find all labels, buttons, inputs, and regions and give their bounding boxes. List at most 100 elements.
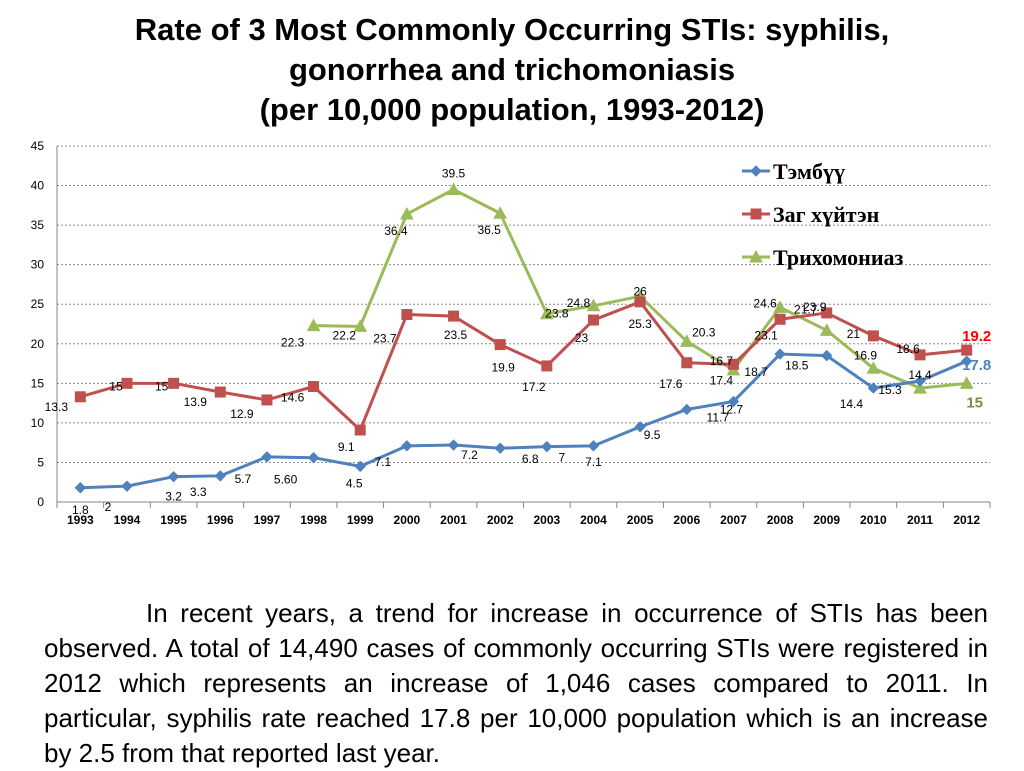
- x-tick-label: 2008: [767, 513, 794, 527]
- trichomoniasis-point: [539, 306, 554, 320]
- legend-marker: [750, 208, 762, 220]
- y-tick-label: 45: [31, 139, 45, 153]
- trichomoniasis-point: [913, 381, 927, 394]
- gonorrhea-point: [961, 344, 973, 356]
- syphilis-data-label: 15.3: [878, 383, 902, 397]
- y-tick-label: 5: [37, 455, 44, 469]
- x-tick-label: 1996: [207, 513, 234, 527]
- x-tick-label: 2010: [860, 513, 887, 527]
- trichomoniasis-data-label: 22.2: [333, 328, 357, 342]
- gonorrhea-point: [74, 391, 86, 403]
- syphilis-point: [447, 439, 460, 451]
- trichomoniasis-data-label: 22.3: [281, 336, 305, 350]
- syphilis-point: [494, 442, 506, 454]
- gonorrhea-data-label: 17.6: [659, 377, 683, 391]
- x-tick-label: 2009: [813, 513, 840, 527]
- syphilis-data-label: 18.5: [785, 359, 809, 373]
- trichomoniasis-point: [959, 376, 974, 389]
- gonorrhea-point: [168, 377, 180, 389]
- syphilis-data-label: 11.7: [707, 410, 730, 424]
- gonorrhea-point: [681, 357, 693, 369]
- legend-label: Трихомониаз: [773, 245, 904, 270]
- gonorrhea-data-label: 23.1: [754, 328, 778, 342]
- trichomoniasis-point: [866, 361, 881, 374]
- x-tick-label: 1998: [300, 513, 327, 527]
- syphilis-point: [74, 482, 87, 494]
- syphilis-data-label: 5.7: [235, 472, 252, 486]
- gonorrhea-point: [214, 386, 226, 398]
- trichomoniasis-point: [446, 182, 461, 196]
- syphilis-data-label: 7.1: [585, 455, 602, 469]
- legend: Тэмбүү Заг хүйтэн Трихомониаз: [742, 159, 904, 270]
- trichomoniasis-point: [353, 319, 368, 332]
- syphilis-point: [401, 440, 413, 452]
- gonorrhea-data-label: 18.6: [896, 342, 920, 356]
- y-tick-label: 40: [31, 179, 45, 193]
- y-tick-label: 25: [31, 297, 45, 311]
- y-tick-label: 30: [31, 258, 45, 272]
- trichomoniasis-point: [679, 334, 694, 347]
- x-tick-label: 2001: [440, 513, 467, 527]
- trichomoniasis-data-label: 24.6: [753, 296, 777, 310]
- trichomoniasis-data-label: 26: [633, 284, 647, 298]
- trichomoniasis-data-label: 14.4: [908, 368, 932, 382]
- gonorrhea-data-label-2012: 19.2: [962, 328, 991, 345]
- legend-item: Заг хүйтэн: [742, 202, 880, 227]
- chart-title-line-1: Rate of 3 Most Commonly Occurring STIs: …: [134, 12, 890, 47]
- gonorrhea-data-label: 13.9: [184, 395, 208, 409]
- gonorrhea-data-label: 23.7: [373, 332, 397, 346]
- x-tick-label: 1993: [67, 513, 94, 527]
- x-tick-label: 2004: [580, 513, 607, 527]
- gonorrhea-point: [261, 394, 273, 406]
- syphilis-data-label: 9.5: [644, 428, 661, 442]
- legend-item: Трихомониаз: [742, 245, 904, 270]
- gonorrhea-data-label: 21: [847, 327, 861, 341]
- summary-paragraph: In recent years, a trend for increase in…: [44, 598, 988, 768]
- syphilis-point: [681, 403, 693, 416]
- syphilis-point: [307, 451, 320, 464]
- gonorrhea-data-label: 9.1: [338, 440, 355, 454]
- legend-item: Тэмбүү: [742, 159, 845, 184]
- gonorrhea-point: [727, 358, 739, 370]
- syphilis-point: [167, 470, 180, 483]
- syphilis-data-label: 12.7: [720, 403, 744, 417]
- trichomoniasis-data-label: 16.7: [710, 354, 734, 368]
- x-tick-label: 1997: [254, 513, 281, 527]
- syphilis-data-label: 18.7: [744, 365, 768, 379]
- syphilis-data-label-2012: 17.8: [962, 357, 991, 374]
- y-tick-label: 15: [31, 376, 45, 390]
- syphilis-point: [867, 382, 880, 394]
- gonorrhea-point: [914, 349, 926, 361]
- gonorrhea-point: [354, 424, 366, 436]
- trichomoniasis-data-label: 39.5: [442, 167, 466, 181]
- gonorrhea-point: [774, 313, 786, 325]
- gonorrhea-point: [867, 330, 879, 342]
- gonorrhea-data-label: 15: [155, 379, 169, 393]
- syphilis-data-label: 5.60: [274, 473, 298, 487]
- gonorrhea-data-label: 17.2: [522, 380, 546, 394]
- chart-title-line-2: gonorrhea and trichomoniasis: [288, 52, 736, 87]
- gonorrhea-data-label: 13.3: [45, 400, 69, 414]
- gonorrhea-data-label: 25.3: [628, 317, 652, 331]
- trichomoniasis-data-label: 23.8: [545, 307, 569, 321]
- gonorrhea-line: [79, 300, 967, 432]
- gonorrhea-point: [634, 296, 646, 308]
- syphilis-data-label: 7: [558, 451, 565, 465]
- gonorrhea-data-label: 15: [109, 379, 123, 393]
- gonorrhea-point: [308, 380, 320, 392]
- syphilis-point: [541, 440, 553, 453]
- trichomoniasis-data-label: 20.3: [692, 325, 716, 339]
- syphilis-point: [261, 451, 273, 463]
- x-tick-label: 2003: [533, 513, 560, 527]
- x-tick-label: 2011: [907, 513, 933, 527]
- y-tick-label: 35: [31, 218, 45, 232]
- chart-title-line-3: (per 10,000 population, 1993-2012): [259, 92, 765, 127]
- y-tick-label: 10: [31, 416, 45, 430]
- syphilis-data-label: 14.4: [840, 397, 864, 411]
- gonorrhea-data-label: 19.9: [491, 361, 515, 375]
- syphilis-data-label: 3.2: [165, 490, 182, 504]
- trichomoniasis-point: [819, 323, 834, 336]
- syphilis-data-label: 7.1: [375, 455, 392, 469]
- syphilis-point: [914, 375, 926, 387]
- trichomoniasis-point: [306, 318, 321, 332]
